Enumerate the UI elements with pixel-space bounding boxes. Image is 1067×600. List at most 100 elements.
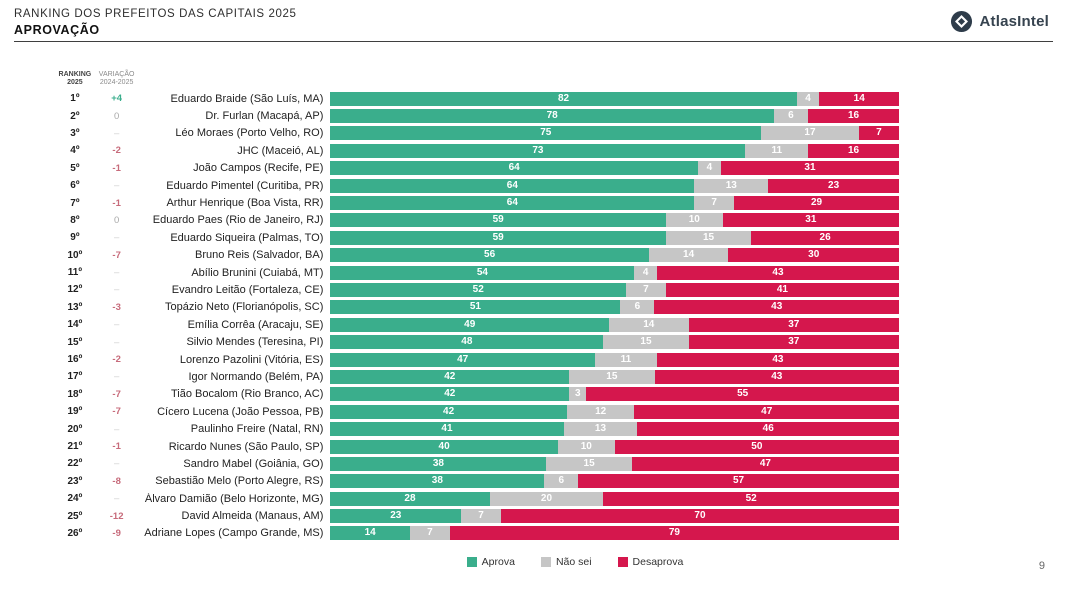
rank-label: 11º (67, 267, 82, 279)
report-title-block: RANKING DOS PREFEITOS DAS CAPITAIS 2025 … (14, 8, 296, 37)
chart-row: 3º – Léo Moraes (Porto Velho, RO) 75 17 7 (55, 125, 899, 142)
bar-segment-aprova: 28 (330, 491, 490, 506)
stacked-bar: 42 3 55 (330, 387, 899, 402)
mayor-name: Sebastião Melo (Porto Alegre, RS) (155, 475, 324, 488)
segment-value: 6 (634, 301, 641, 313)
column-headers: RANKING 2025 VARIAÇÃO 2024-2025 (55, 64, 899, 90)
mayor-name: Paulinho Freire (Natal, RN) (190, 423, 324, 436)
variation-label: – (113, 336, 120, 348)
segment-value: 15 (606, 370, 618, 382)
bar-segment-aprova: 40 (330, 439, 558, 454)
rank-label: 10º (67, 249, 83, 261)
stacked-bar: 38 15 47 (330, 456, 900, 471)
bar-segment-nao-sei: 10 (557, 439, 615, 454)
stacked-bar: 52 7 41 (330, 282, 899, 297)
segment-value: 29 (810, 197, 823, 209)
segment-value: 46 (762, 423, 774, 435)
stacked-bar: 40 10 50 (330, 439, 899, 454)
bar-segment-aprova: 52 (330, 282, 627, 297)
segment-value: 38 (432, 457, 444, 469)
stacked-bar: 47 11 43 (330, 352, 899, 367)
mayor-name: Léo Moraes (Porto Velho, RO) (175, 127, 324, 140)
bar-segment-aprova: 42 (330, 404, 567, 419)
bar-segment-nao-sei: 14 (648, 248, 729, 263)
bar-segment-aprova: 23 (330, 509, 462, 524)
bar-segment-nao-sei: 10 (665, 213, 723, 228)
variation-label: -7 (112, 388, 121, 400)
mayor-name: Sandro Mabel (Goiânia, GO) (183, 457, 324, 470)
bar-segment-aprova: 48 (330, 335, 604, 350)
bar-segment-nao-sei: 3 (569, 387, 587, 402)
segment-value: 3 (574, 388, 581, 400)
chart-row: 19º -7 Cícero Lucena (João Pessoa, PB) 42 12… (55, 403, 899, 420)
column-header-variation: VARIAÇÃO 2024-2025 (98, 71, 135, 86)
bar-segment-nao-sei: 15 (603, 335, 689, 350)
segment-value: 7 (427, 527, 433, 539)
segment-value: 37 (788, 318, 800, 330)
mayor-name: João Campos (Recife, PE) (193, 162, 324, 175)
segment-value: 16 (847, 144, 860, 156)
segment-value: 4 (642, 266, 649, 278)
chart-row: 18º -7 Tião Bocalom (Rio Branco, AC) 42 3 55 (55, 386, 899, 403)
segment-value: 15 (702, 231, 715, 243)
variation-label: -2 (112, 354, 121, 366)
variation-label: – (113, 319, 120, 331)
atlasintel-logo-icon (951, 10, 973, 33)
mayor-name: Abílio Brunini (Cuiabá, MT) (191, 266, 324, 279)
chart-row: 22º – Sandro Mabel (Goiânia, GO) 38 15 47 (55, 455, 900, 472)
segment-value: 10 (688, 214, 700, 226)
segment-value: 42 (443, 405, 455, 417)
stacked-bar: 82 4 14 (330, 91, 900, 106)
chart-row: 4º -2 JHC (Maceió, AL) 73 11 16 (55, 142, 899, 159)
segment-value: 59 (492, 231, 504, 243)
segment-value: 47 (457, 353, 469, 365)
rank-label: 20º (67, 423, 83, 435)
segment-value: 6 (788, 110, 794, 122)
bar-segment-desaprova: 47 (631, 456, 900, 471)
segment-value: 40 (438, 440, 450, 452)
stacked-bar: 54 4 43 (330, 265, 899, 280)
variation-label: – (113, 371, 120, 383)
segment-value: 6 (558, 475, 564, 487)
bar-segment-nao-sei: 4 (634, 265, 657, 280)
stacked-bar: 59 10 31 (330, 213, 899, 228)
mayor-name: Adriane Lopes (Campo Grande, MS) (144, 527, 324, 540)
segment-value: 16 (847, 110, 860, 122)
chart-row: 7º -1 Arthur Henrique (Boa Vista, RR) 64 7 29 (55, 194, 899, 211)
bar-segment-nao-sei: 11 (745, 143, 809, 158)
bar-segment-nao-sei: 12 (566, 404, 635, 419)
mayor-name: Álvaro Damião (Belo Horizonte, MG) (144, 492, 324, 505)
legend-label-desaprova: Desaprova (632, 556, 684, 568)
segment-value: 30 (808, 249, 820, 261)
segment-value: 42 (444, 370, 456, 382)
mayor-name: David Almeida (Manaus, AM) (181, 510, 324, 523)
bar-segment-aprova: 64 (330, 196, 695, 211)
legend-swatch-nao-sei-icon (540, 557, 551, 567)
bar-segment-desaprova: 30 (728, 248, 899, 263)
bar-segment-aprova: 54 (330, 265, 635, 280)
segment-value: 15 (640, 336, 652, 348)
segment-value: 20 (540, 492, 553, 504)
stacked-bar: 73 11 16 (330, 143, 899, 158)
rank-label: 9º (70, 232, 80, 244)
bar-segment-nao-sei: 15 (665, 230, 752, 245)
report-subtitle: APROVAÇÃO (14, 23, 100, 37)
variation-label: 0 (113, 110, 120, 122)
rank-label: 4º (70, 145, 80, 157)
segment-value: 42 (444, 388, 456, 400)
variation-label: -2 (112, 145, 121, 157)
segment-value: 47 (761, 405, 773, 417)
bar-segment-desaprova: 46 (637, 422, 899, 437)
bar-segment-desaprova: 26 (751, 230, 900, 245)
bar-segment-nao-sei: 14 (609, 317, 689, 332)
segment-value: 43 (772, 353, 784, 365)
chart-row: 25º -12 David Almeida (Manaus, AM) 23 7 70 (55, 507, 899, 524)
bar-segment-aprova: 51 (330, 300, 621, 315)
mayor-name: Silvio Mendes (Teresina, PI) (186, 336, 324, 349)
rank-label: 12º (67, 284, 83, 296)
rank-label: 25º (67, 510, 83, 522)
bar-segment-desaprova: 43 (656, 352, 899, 367)
mayor-name: Topázio Neto (Florianópolis, SC) (165, 301, 324, 314)
legend-label-aprova: Aprova (481, 556, 515, 568)
segment-value: 43 (771, 301, 783, 313)
